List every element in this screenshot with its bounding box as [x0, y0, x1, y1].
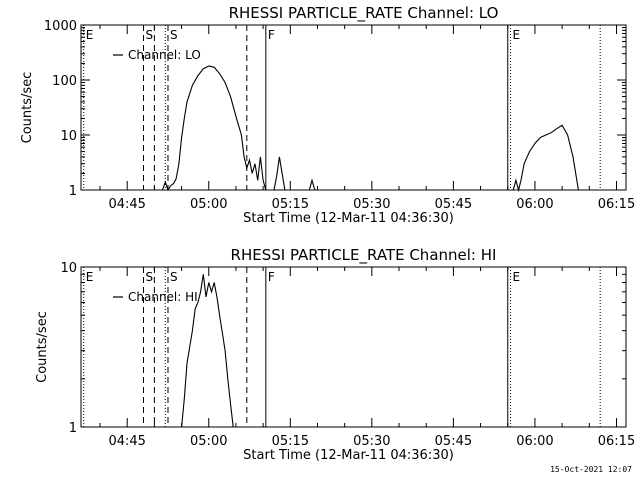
- x-tick-label: 05:15: [272, 197, 309, 212]
- chart-panel-2: RHESSI PARTICLE_RATE Channel: HI 1 10 04:45…: [35, 246, 635, 463]
- event-marker-label: S: [146, 28, 154, 42]
- x-tick-label: 06:00: [516, 434, 553, 449]
- y-axis-label: Counts/sec: [20, 72, 35, 144]
- event-marker-label: F: [268, 28, 275, 42]
- x-tick-label: 04:45: [108, 197, 145, 212]
- legend: Channel: LO: [113, 48, 201, 62]
- x-tick-label: 05:45: [435, 197, 472, 212]
- event-marker-label: S: [170, 28, 178, 42]
- chart-title: RHESSI PARTICLE_RATE Channel: HI: [231, 246, 497, 265]
- event-marker-label: E: [86, 270, 94, 284]
- y-tick-label: 10: [60, 261, 77, 276]
- legend-label: Channel: LO: [128, 48, 201, 62]
- x-tick-label: 04:45: [108, 434, 145, 449]
- plot-frame: [80, 266, 627, 428]
- series-line: [273, 156, 286, 191]
- x-tick-label: 06:15: [598, 434, 635, 449]
- chart-title: RHESSI PARTICLE_RATE Channel: LO: [229, 4, 499, 23]
- event-marker-label: F: [268, 270, 275, 284]
- series-line: [181, 274, 234, 428]
- event-marker-label: S: [146, 270, 154, 284]
- x-tick-label: 06:15: [598, 197, 635, 212]
- y-tick-label: 1: [69, 184, 77, 199]
- event-marker-label: S: [170, 270, 178, 284]
- y-tick-label: 10: [60, 129, 77, 144]
- x-axis-label: Start Time (12-Mar-11 04:36:30): [243, 448, 454, 463]
- x-tick-label: 05:00: [190, 197, 227, 212]
- series-line: [161, 65, 267, 192]
- event-marker-label: E: [86, 28, 94, 42]
- x-tick-label: 05:30: [353, 434, 390, 449]
- x-tick-label: 05:45: [435, 434, 472, 449]
- y-tick-label: 1: [69, 421, 77, 436]
- y-axis-label: Counts/sec: [35, 311, 50, 383]
- event-marker-label: E: [512, 270, 520, 284]
- legend: Channel: HI: [113, 290, 198, 304]
- x-tick-label: 06:00: [516, 197, 553, 212]
- plot-frame: [80, 24, 627, 191]
- y-tick-label: 100: [52, 74, 77, 89]
- y-tick-label: 1000: [44, 19, 77, 34]
- x-tick-label: 05:30: [353, 197, 390, 212]
- x-tick-label: 05:00: [190, 434, 227, 449]
- footer-timestamp: 15-Oct-2021 12:07: [550, 465, 632, 474]
- series-line: [512, 124, 579, 193]
- x-axis-label: Start Time (12-Mar-11 04:36:30): [243, 211, 454, 226]
- series-line: [308, 178, 316, 191]
- legend-label: Channel: HI: [128, 290, 198, 304]
- x-tick-label: 05:15: [272, 434, 309, 449]
- chart-panel-1: RHESSI PARTICLE_RATE Channel: LO 1 10 100 10…: [20, 4, 635, 226]
- event-marker-label: E: [512, 28, 520, 42]
